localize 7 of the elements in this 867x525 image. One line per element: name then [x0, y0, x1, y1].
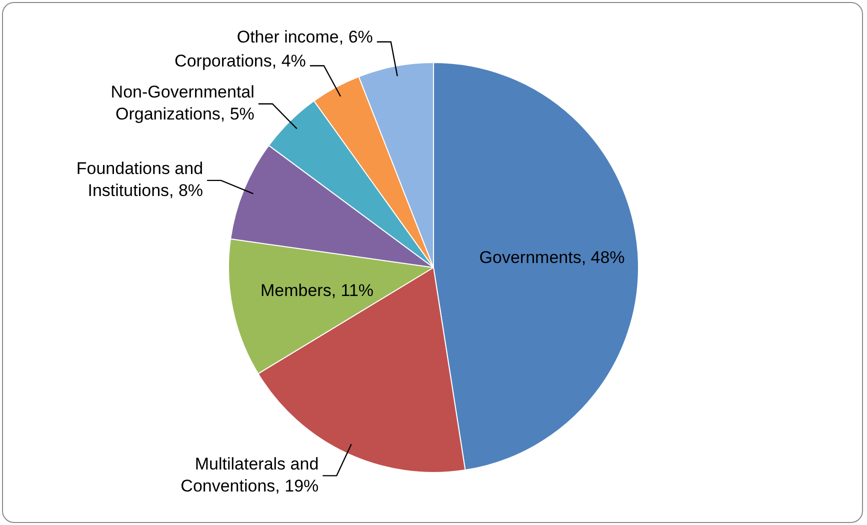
slice-label: Other income, 6% — [236, 28, 373, 47]
slice-label: Members, 11% — [260, 281, 374, 300]
slice-label: Multilaterals and Conventions, 19% — [180, 454, 319, 496]
slice-label: Foundations and Institutions, 8% — [76, 159, 204, 200]
slice-label: Corporations, 4% — [174, 51, 306, 70]
slice-label: Governments, 48% — [479, 248, 625, 267]
slice-label: Non-Governmental Organizations, 5% — [110, 82, 254, 124]
